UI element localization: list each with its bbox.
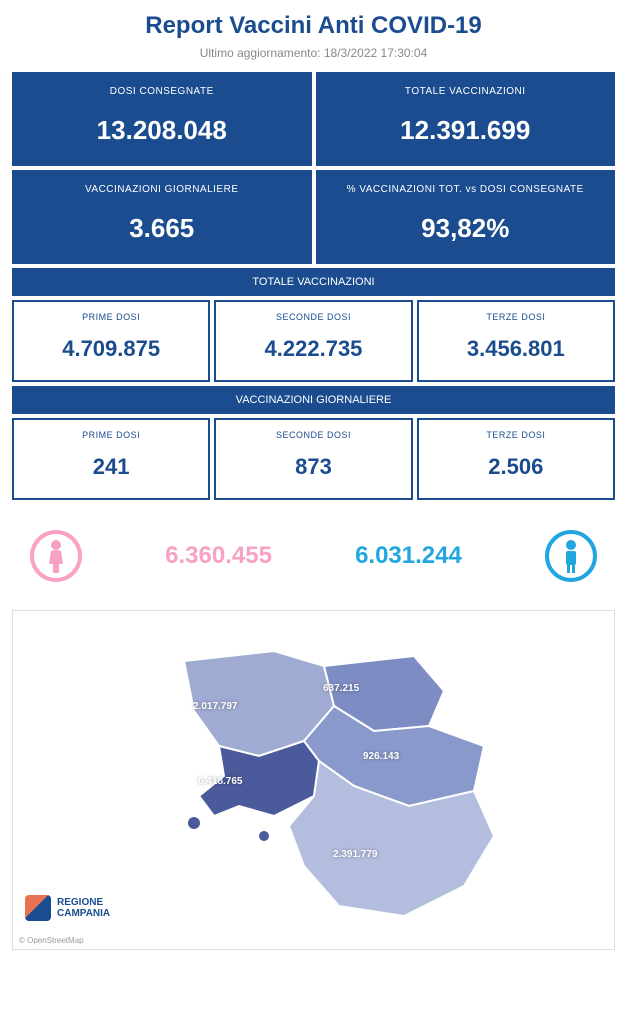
card-value: 4.222.735 [220,336,406,362]
card-label: TERZE DOSI [423,430,609,440]
region-napoli-island [259,831,269,841]
card-terze-dosi-totale: TERZE DOSI 3.456.801 [417,300,615,382]
logo-text: REGIONE CAMPANIA [57,897,110,919]
map-label-avellino: 926.143 [363,751,399,762]
male-icon [545,530,597,582]
logo-mark-icon [25,895,51,921]
update-prefix: Ultimo aggiornamento: [200,46,321,60]
card-value: 4.709.875 [18,336,204,362]
totale-grid: PRIME DOSI 4.709.875 SECONDE DOSI 4.222.… [12,300,615,382]
stat-card-dosi-consegnate: DOSI CONSEGNATE 13.208.048 [12,72,312,166]
card-terze-dosi-giornaliere: TERZE DOSI 2.506 [417,418,615,500]
card-seconde-dosi-totale: SECONDE DOSI 4.222.735 [214,300,412,382]
map-label-benevento: 637.215 [323,683,359,694]
card-value: 3.456.801 [423,336,609,362]
stat-card-totale-vaccinazioni: TOTALE VACCINAZIONI 12.391.699 [316,72,616,166]
card-prime-dosi-totale: PRIME DOSI 4.709.875 [12,300,210,382]
map-container: 2.017.797 637.215 926.143 6.418.765 2.39… [12,610,615,950]
logo-text-line1: REGIONE [57,897,110,908]
giornaliere-grid: PRIME DOSI 241 SECONDE DOSI 873 TERZE DO… [12,418,615,500]
region-napoli-island [188,817,200,829]
page-title: Report Vaccini Anti COVID-19 [12,12,615,40]
stat-value: 93,82% [324,213,608,244]
map-label-napoli: 6.418.765 [198,776,243,787]
female-icon [30,530,82,582]
update-value: 18/3/2022 17:30:04 [324,46,427,60]
map-attribution: © OpenStreetMap [19,936,84,945]
stat-value: 13.208.048 [20,115,304,146]
card-value: 2.506 [423,454,609,480]
campania-map [64,611,564,931]
male-value: 6.031.244 [355,542,462,570]
card-prime-dosi-giornaliere: PRIME DOSI 241 [12,418,210,500]
stat-card-percentuale: % VACCINAZIONI TOT. vs DOSI CONSEGNATE 9… [316,170,616,264]
map-label-caserta: 2.017.797 [193,701,238,712]
logo-text-line2: CAMPANIA [57,908,110,919]
section-header-totale: TOTALE VACCINAZIONI [12,268,615,296]
card-label: SECONDE DOSI [220,430,406,440]
card-label: PRIME DOSI [18,430,204,440]
regione-campania-logo: REGIONE CAMPANIA [25,895,110,921]
card-label: TERZE DOSI [423,312,609,322]
card-value: 241 [18,454,204,480]
card-value: 873 [220,454,406,480]
stat-label: DOSI CONSEGNATE [20,86,304,97]
stat-label: TOTALE VACCINAZIONI [324,86,608,97]
update-timestamp: Ultimo aggiornamento: 18/3/2022 17:30:04 [12,46,615,60]
stat-label: % VACCINAZIONI TOT. vs DOSI CONSEGNATE [324,184,608,195]
stat-card-vaccinazioni-giornaliere: VACCINAZIONI GIORNALIERE 3.665 [12,170,312,264]
card-label: SECONDE DOSI [220,312,406,322]
gender-row: 6.360.455 6.031.244 [12,510,615,602]
stat-value: 12.391.699 [324,115,608,146]
section-header-giornaliere: VACCINAZIONI GIORNALIERE [12,386,615,414]
card-label: PRIME DOSI [18,312,204,322]
stat-label: VACCINAZIONI GIORNALIERE [20,184,304,195]
female-value: 6.360.455 [165,542,272,570]
map-label-salerno: 2.391.779 [333,849,378,860]
card-seconde-dosi-giornaliere: SECONDE DOSI 873 [214,418,412,500]
top-stats-grid: DOSI CONSEGNATE 13.208.048 TOTALE VACCIN… [12,72,615,264]
stat-value: 3.665 [20,213,304,244]
